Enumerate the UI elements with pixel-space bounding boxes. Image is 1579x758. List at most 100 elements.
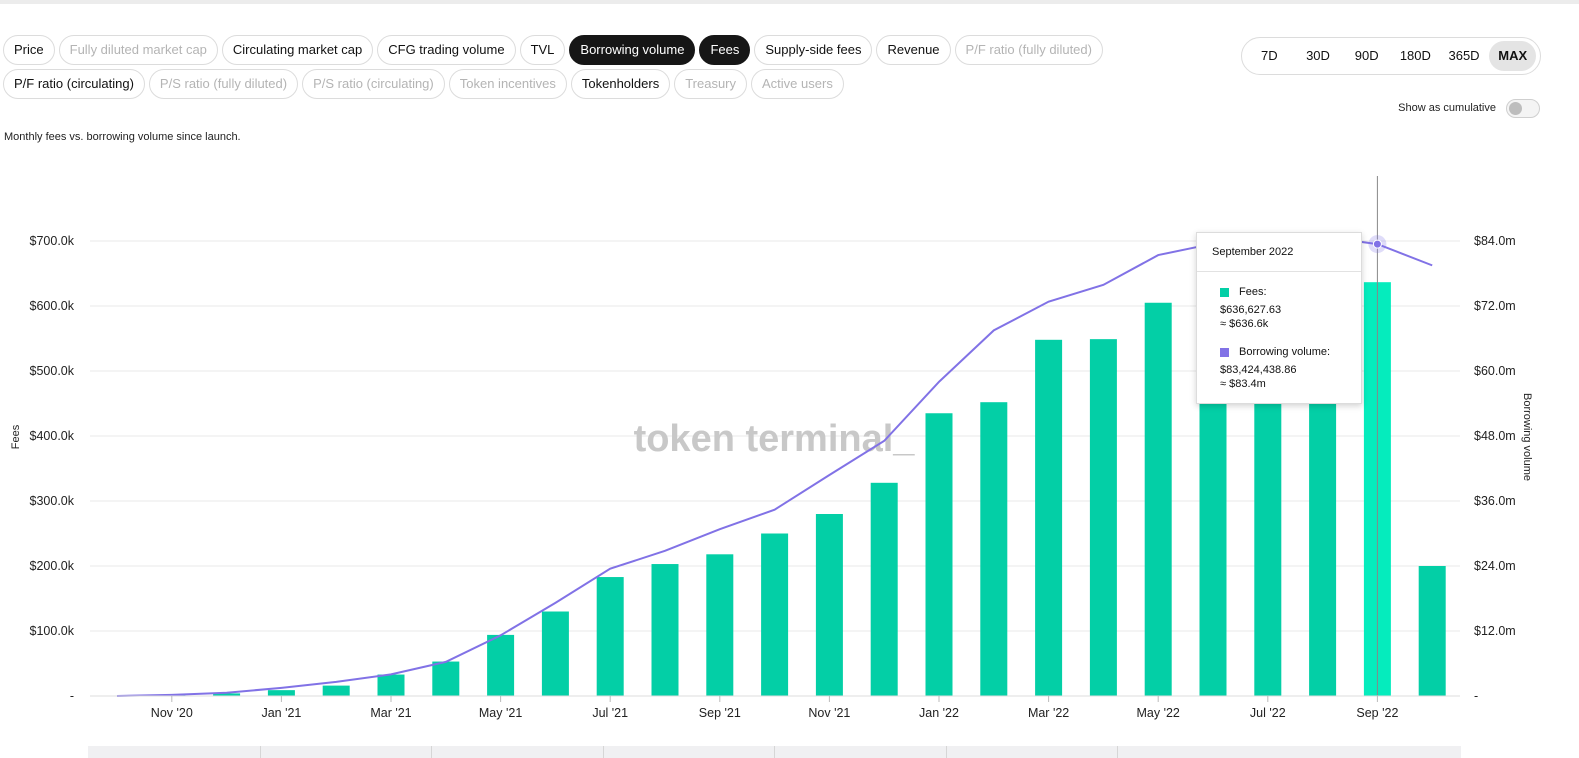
fees-bar <box>377 674 405 696</box>
metric-tab-treasury[interactable]: Treasury <box>674 69 748 99</box>
chart-tooltip: September 2022 Fees: $636,627.63 ≈ $636.… <box>1196 232 1362 404</box>
metric-tab-token-incentives[interactable]: Token incentives <box>448 69 567 99</box>
fees-bar <box>925 413 953 696</box>
fees-bar <box>1418 566 1446 696</box>
chart-navigator[interactable] <box>88 746 1461 758</box>
tooltip-fees-row: Fees: <box>1220 286 1267 298</box>
fees-bar <box>322 685 350 696</box>
metric-tab-p-f-ratio-circulating[interactable]: P/F ratio (circulating) <box>3 69 145 99</box>
metric-tab-supply-side-fees[interactable]: Supply-side fees <box>754 35 873 65</box>
x-tick-label: Nov '20 <box>151 706 193 720</box>
navigator-divider <box>260 746 261 758</box>
hover-point <box>1372 239 1382 249</box>
metric-tab-tokenholders[interactable]: Tokenholders <box>570 69 671 99</box>
metric-tabs-row-1: Price Fully diluted market cap Circulating… <box>3 35 1103 65</box>
cumulative-label: Show as cumulative <box>1398 102 1496 114</box>
tooltip-fees-value: $636,627.63 <box>1220 304 1282 316</box>
cumulative-toggle[interactable] <box>1506 99 1540 118</box>
x-tick-label: Sep '21 <box>699 706 741 720</box>
chart-subtitle: Monthly fees vs. borrowing volume since … <box>4 131 241 143</box>
y-tick-label: $700.0k <box>30 234 75 248</box>
range-option-90d[interactable]: 90D <box>1354 48 1379 63</box>
tooltip-volume-row: Borrowing volume: <box>1220 346 1330 358</box>
tooltip-fees-short: ≈ $636.6k <box>1220 318 1269 330</box>
navigator-divider <box>774 746 775 758</box>
y-tick-label: $300.0k <box>30 494 75 508</box>
fees-bar <box>213 693 241 696</box>
fees-bar <box>1089 339 1117 696</box>
y-tick-label: - <box>70 689 74 703</box>
x-tick-label: Jul '21 <box>592 706 628 720</box>
range-option-180d[interactable]: 180D <box>1399 48 1431 63</box>
navigator-divider <box>603 746 604 758</box>
y2-tick-label: $84.0m <box>1474 234 1516 248</box>
range-option-365d[interactable]: 365D <box>1448 48 1480 63</box>
fees-bar <box>1035 339 1063 696</box>
fees-vs-borrowing-chart[interactable]: - $100.0k $200.0k $300.0k $400.0k $500.0k $600… <box>0 150 1579 750</box>
metric-tab-revenue[interactable]: Revenue <box>876 35 951 65</box>
watermark: token terminal_ <box>634 418 916 460</box>
metric-tab-p-s-ratio-circulating[interactable]: P/S ratio (circulating) <box>302 69 445 99</box>
x-tick-label: Sep '22 <box>1356 706 1398 720</box>
x-tick-label: Nov '21 <box>808 706 850 720</box>
y2-tick-label: $48.0m <box>1474 429 1516 443</box>
range-option-max[interactable]: MAX <box>1489 41 1537 71</box>
fees-legend-swatch <box>1220 287 1229 297</box>
tooltip-volume-label: Borrowing volume: <box>1239 346 1331 358</box>
fees-bar <box>870 482 898 696</box>
x-tick-label: Mar '21 <box>370 706 411 720</box>
fees-bar <box>651 564 679 696</box>
y2-tick-label: $72.0m <box>1474 299 1516 313</box>
metric-tabs: Price Fully diluted market cap Circulating… <box>3 35 1103 103</box>
fees-bar <box>1144 302 1172 696</box>
metric-tab-p-f-ratio-fully-diluted[interactable]: P/F ratio (fully diluted) <box>954 35 1103 65</box>
x-tick-label: Jan '21 <box>261 706 301 720</box>
fees-bar <box>596 577 624 696</box>
y2-tick-label: $12.0m <box>1474 624 1516 638</box>
fees-bar <box>1309 390 1337 696</box>
navigator-divider <box>431 746 432 758</box>
fees-bar <box>432 661 460 696</box>
x-tick-label: Mar '22 <box>1028 706 1069 720</box>
metric-tab-p-s-ratio-fully-diluted[interactable]: P/S ratio (fully diluted) <box>148 69 299 99</box>
fees-bar <box>267 690 295 696</box>
top-scroll-edge <box>0 0 1579 4</box>
x-tick-label: May '21 <box>479 706 522 720</box>
y2-tick-label: $60.0m <box>1474 364 1516 378</box>
metric-tab-fully-diluted-market-cap[interactable]: Fully diluted market cap <box>58 35 218 65</box>
tooltip-volume-short: ≈ $83.4m <box>1220 378 1266 390</box>
y-tick-label: $100.0k <box>30 624 75 638</box>
y2-tick-label: - <box>1474 689 1478 703</box>
x-tick-label: May '22 <box>1137 706 1180 720</box>
range-option-7d[interactable]: 7D <box>1261 48 1278 63</box>
metric-tab-price[interactable]: Price <box>3 35 55 65</box>
x-tick-label: Jul '22 <box>1250 706 1286 720</box>
metric-tab-fees[interactable]: Fees <box>699 35 751 65</box>
metric-tab-circulating-market-cap[interactable]: Circulating market cap <box>221 35 374 65</box>
fees-bar <box>1254 390 1282 696</box>
metric-tab-cfg-trading-volume[interactable]: CFG trading volume <box>377 35 516 65</box>
metric-tab-borrowing-volume[interactable]: Borrowing volume <box>569 35 696 65</box>
fees-bar <box>487 634 515 696</box>
tooltip-title: September 2022 <box>1197 233 1361 272</box>
navigator-divider <box>946 746 947 758</box>
tooltip-volume-value: $83,424,438.86 <box>1220 364 1297 376</box>
y2-axis-title: Borrowing volume <box>1521 393 1533 481</box>
fees-bar <box>980 402 1008 696</box>
navigator-divider <box>1117 746 1118 758</box>
toggle-knob <box>1509 102 1522 115</box>
metric-tab-tvl[interactable]: TVL <box>519 35 566 65</box>
time-range-selector: 7D 30D 90D 180D 365D MAX <box>1241 37 1541 75</box>
fees-bar <box>761 533 789 696</box>
y-axis-title: Fees <box>10 424 22 449</box>
tooltip-fees-label: Fees: <box>1239 286 1267 298</box>
y2-tick-label: $36.0m <box>1474 494 1516 508</box>
metric-tab-active-users[interactable]: Active users <box>751 69 844 99</box>
range-option-30d[interactable]: 30D <box>1306 48 1330 63</box>
fees-bar <box>815 514 843 696</box>
y-tick-label: $600.0k <box>30 299 75 313</box>
fees-bar <box>706 554 734 696</box>
y-tick-label: $500.0k <box>30 364 75 378</box>
fees-bar <box>541 611 569 696</box>
y-tick-label: $200.0k <box>30 559 75 573</box>
